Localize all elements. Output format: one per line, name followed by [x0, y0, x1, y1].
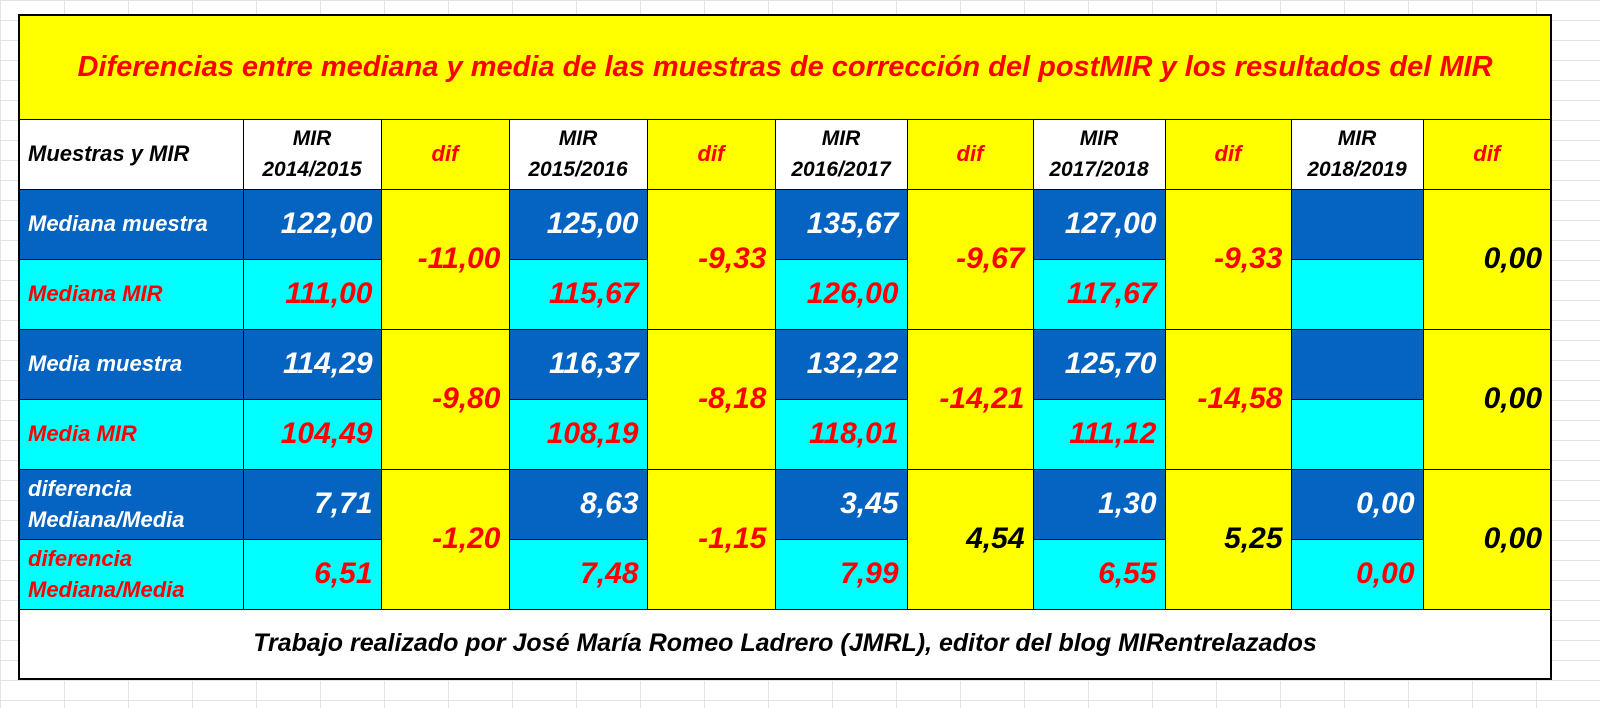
cell-media-mir-2017: 111,12 [1032, 398, 1166, 470]
header-year-2014-2015: MIR 2014/2015 [242, 118, 382, 190]
table-row-diferencia-mir: diferencia Mediana/Media 6,51 7,48 7,99 6… [18, 538, 1551, 610]
comparison-table: Diferencias entre mediana y media de las… [18, 14, 1552, 680]
header-row: Muestras y MIR MIR 2014/2015 dif MIR 2015/… [18, 118, 1552, 190]
cell-mediana-muestra-2015: 125,00 [508, 188, 648, 260]
cell-mediana-muestra-2014: 122,00 [242, 188, 382, 260]
cell-media-dif-2014: -9,80 [380, 328, 510, 470]
table-row-mediana-mir: Mediana MIR 111,00 115,67 126,00 117,67 [18, 258, 1551, 330]
table-row-media-mir: Media MIR 104,49 108,19 118,01 111,12 [18, 398, 1551, 470]
header-year-2015-2016: MIR 2015/2016 [508, 118, 648, 190]
cell-media-dif-2018: 0,00 [1422, 328, 1552, 470]
cell-mediana-mir-2016: 126,00 [774, 258, 908, 330]
cell-media-muestra-2015: 116,37 [508, 328, 648, 400]
cell-media-mir-2015: 108,19 [508, 398, 648, 470]
cell-diferencia-dif-2018: 0,00 [1422, 468, 1552, 610]
cell-diferencia-muestra-2014: 7,71 [242, 468, 382, 540]
header-year-2017-2018: MIR 2017/2018 [1032, 118, 1166, 190]
cell-mediana-muestra-2018 [1290, 188, 1424, 260]
cell-mediana-dif-2014: -11,00 [380, 188, 510, 330]
header-year-2018-2019: MIR 2018/2019 [1290, 118, 1424, 190]
cell-mediana-dif-2018: 0,00 [1422, 188, 1552, 330]
cell-media-dif-2015: -8,18 [646, 328, 776, 470]
header-dif: dif [1164, 118, 1292, 190]
cell-diferencia-mir-2014: 6,51 [242, 538, 382, 610]
cell-mediana-dif-2015: -9,33 [646, 188, 776, 330]
cell-diferencia-mir-2016: 7,99 [774, 538, 908, 610]
row-label-mediana-muestra: Mediana muestra [18, 188, 244, 260]
cell-media-muestra-2017: 125,70 [1032, 328, 1166, 400]
cell-diferencia-muestra-2017: 1,30 [1032, 468, 1166, 540]
footer-credit: Trabajo realizado por José María Romeo L… [18, 608, 1552, 680]
header-dif: dif [646, 118, 776, 190]
cell-diferencia-mir-2015: 7,48 [508, 538, 648, 610]
cell-diferencia-dif-2017: 5,25 [1164, 468, 1292, 610]
header-label: Muestras y MIR [18, 118, 244, 190]
cell-diferencia-mir-2017: 6,55 [1032, 538, 1166, 610]
header-dif: dif [1422, 118, 1552, 190]
table-row-diferencia-muestra: diferencia Mediana/Media 7,71 -1,20 8,63 … [18, 468, 1552, 610]
cell-diferencia-dif-2015: -1,15 [646, 468, 776, 610]
header-dif: dif [906, 118, 1034, 190]
cell-mediana-dif-2017: -9,33 [1164, 188, 1292, 330]
cell-mediana-mir-2017: 117,67 [1032, 258, 1166, 330]
cell-media-muestra-2014: 114,29 [242, 328, 382, 400]
header-dif: dif [380, 118, 510, 190]
cell-mediana-mir-2014: 111,00 [242, 258, 382, 330]
header-year-2016-2017: MIR 2016/2017 [774, 118, 908, 190]
cell-media-muestra-2016: 132,22 [774, 328, 908, 400]
cell-media-mir-2018 [1290, 398, 1424, 470]
cell-media-dif-2016: -14,21 [906, 328, 1034, 470]
table-title: Diferencias entre mediana y media de las… [18, 14, 1552, 120]
row-label-mediana-mir: Mediana MIR [18, 258, 244, 330]
cell-mediana-mir-2018 [1290, 258, 1424, 330]
cell-diferencia-muestra-2016: 3,45 [774, 468, 908, 540]
row-label-diferencia-mir: diferencia Mediana/Media [18, 538, 244, 610]
cell-media-muestra-2018 [1290, 328, 1424, 400]
cell-media-dif-2017: -14,58 [1164, 328, 1292, 470]
row-label-diferencia-muestra: diferencia Mediana/Media [18, 468, 244, 540]
cell-mediana-dif-2016: -9,67 [906, 188, 1034, 330]
cell-diferencia-mir-2018: 0,00 [1290, 538, 1424, 610]
row-label-media-mir: Media MIR [18, 398, 244, 470]
cell-mediana-muestra-2017: 127,00 [1032, 188, 1166, 260]
cell-diferencia-dif-2016: 4,54 [906, 468, 1034, 610]
cell-mediana-mir-2015: 115,67 [508, 258, 648, 330]
table-row-mediana-muestra: Mediana muestra 122,00 -11,00 125,00 -9,… [18, 188, 1552, 330]
table-row-media-muestra: Media muestra 114,29 -9,80 116,37 -8,18 … [18, 328, 1552, 470]
cell-media-mir-2014: 104,49 [242, 398, 382, 470]
cell-diferencia-muestra-2018: 0,00 [1290, 468, 1424, 540]
cell-diferencia-muestra-2015: 8,63 [508, 468, 648, 540]
cell-media-mir-2016: 118,01 [774, 398, 908, 470]
cell-diferencia-dif-2014: -1,20 [380, 468, 510, 610]
row-label-media-muestra: Media muestra [18, 328, 244, 400]
cell-mediana-muestra-2016: 135,67 [774, 188, 908, 260]
